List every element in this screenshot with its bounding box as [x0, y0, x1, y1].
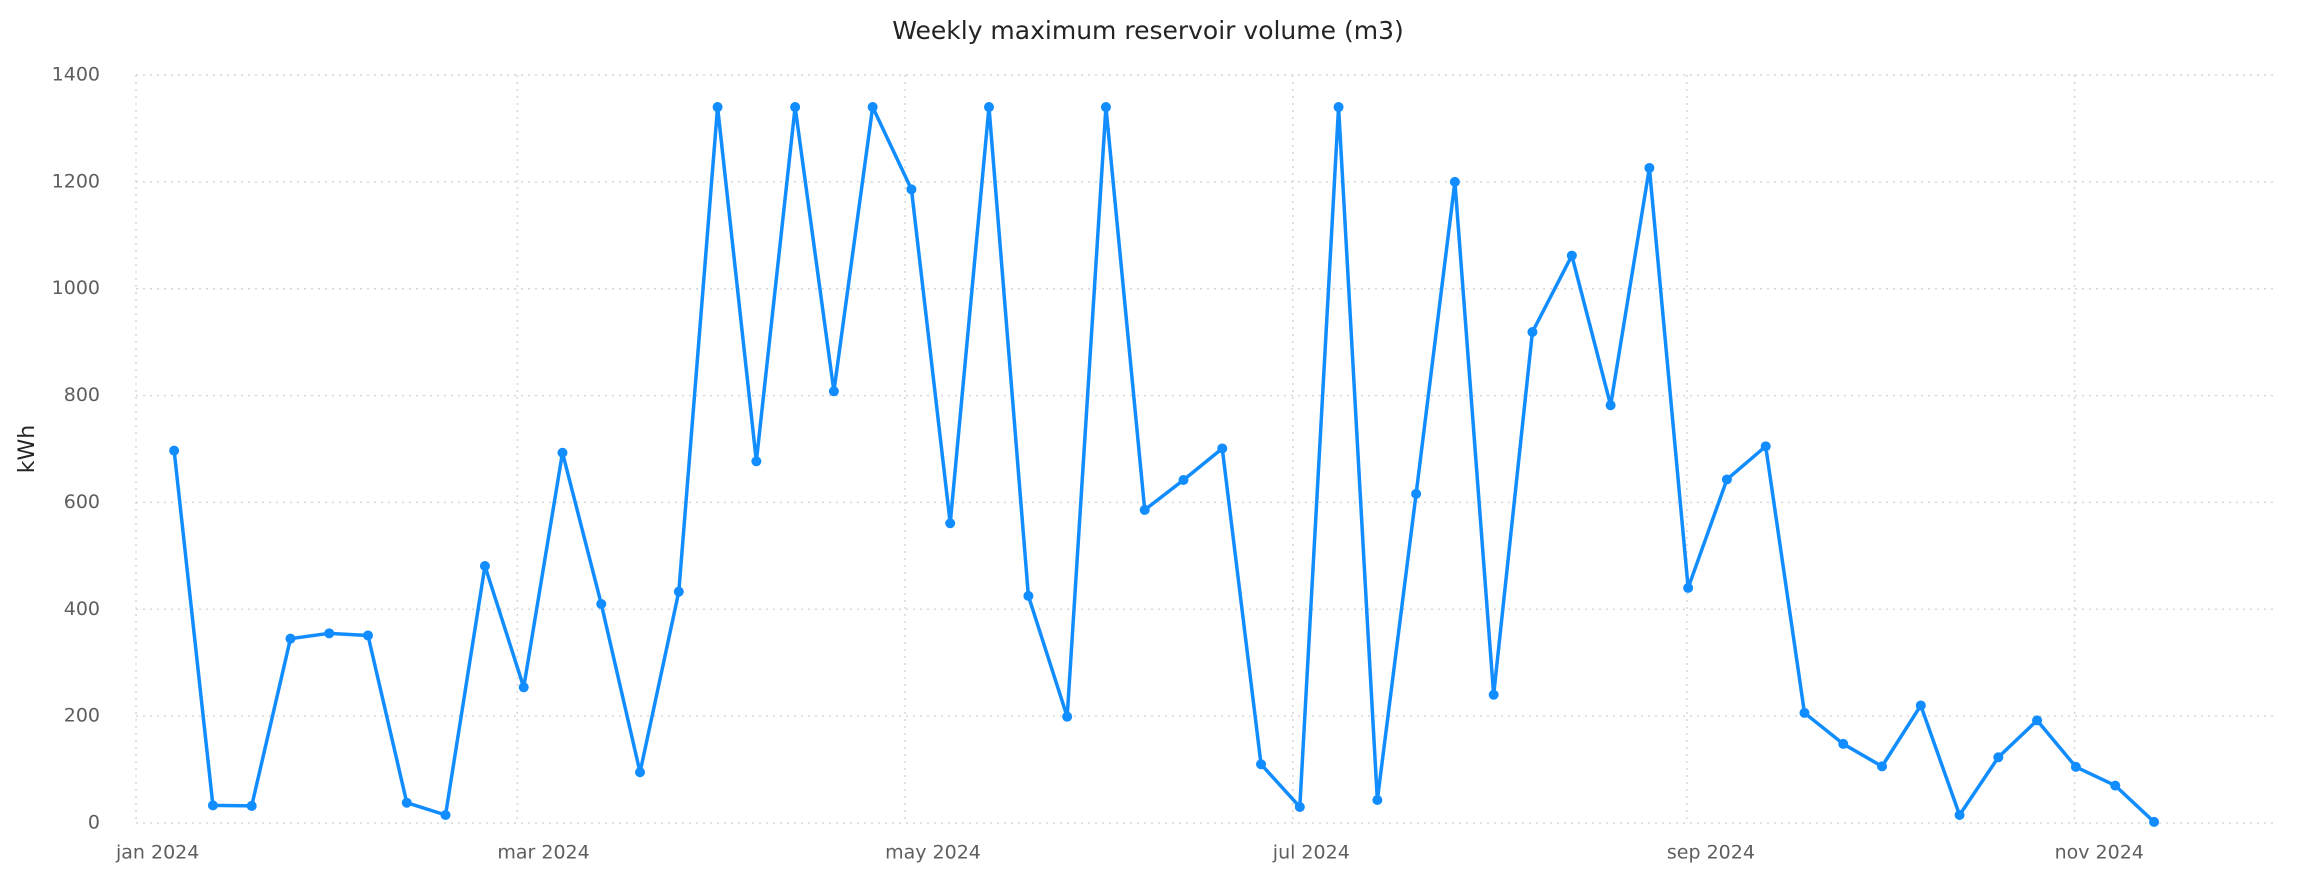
point: [1023, 590, 1034, 601]
y-tick-label: 800: [64, 384, 100, 406]
point: [945, 518, 956, 529]
point: [712, 102, 723, 113]
point: [324, 628, 335, 639]
point: [285, 633, 296, 644]
point: [828, 386, 839, 397]
point: [1954, 809, 1965, 820]
point: [1683, 582, 1694, 593]
y-tick-label: 600: [64, 491, 100, 513]
point: [1100, 102, 1111, 113]
y-tick-label: 200: [64, 705, 100, 727]
y-tick-label: 400: [64, 598, 100, 620]
x-tick-label: may 2024: [885, 842, 981, 864]
point: [1178, 474, 1189, 485]
point: [1877, 761, 1888, 772]
point: [1721, 474, 1732, 485]
point: [1372, 795, 1383, 806]
y-tick-label: 1000: [52, 277, 100, 299]
point: [596, 598, 607, 609]
point: [790, 102, 801, 113]
point: [673, 586, 684, 597]
point: [906, 184, 917, 195]
line: [172, 105, 2156, 824]
x-tick-label: nov 2024: [2055, 842, 2144, 864]
point: [2032, 715, 2043, 726]
point: [1256, 759, 1267, 770]
point: [983, 102, 994, 113]
point: [1139, 504, 1150, 515]
x-tick-label: jul 2024: [1272, 842, 1350, 864]
point: [1527, 326, 1538, 337]
point: [751, 456, 762, 467]
point: [1217, 443, 1228, 454]
point: [440, 809, 451, 820]
x-tick-label: sep 2024: [1667, 842, 1755, 864]
y-tick-label: 1200: [52, 170, 100, 192]
point: [1644, 162, 1655, 173]
point: [1605, 400, 1616, 411]
point: [557, 447, 568, 458]
point: [1915, 700, 1926, 711]
point: [1566, 250, 1577, 261]
point: [169, 445, 180, 456]
point: [479, 561, 490, 572]
point: [1062, 711, 1073, 722]
point: [1799, 707, 1810, 718]
chart-title: Weekly maximum reservoir volume (m3): [892, 16, 1403, 45]
point: [1760, 441, 1771, 452]
point: [2110, 780, 2121, 791]
y-tick-label: 1400: [52, 64, 100, 86]
y-tick-label: 0: [88, 812, 100, 834]
point: [1449, 176, 1460, 187]
point: [1838, 738, 1849, 749]
y-axis-label: kWh: [15, 425, 40, 473]
point: [867, 102, 878, 113]
point: [1411, 488, 1422, 499]
point: [1488, 689, 1499, 700]
point: [635, 767, 646, 778]
point: [2149, 816, 2160, 827]
point: [401, 797, 412, 808]
point: [207, 800, 218, 811]
point: [362, 630, 373, 641]
x-tick-label: jan 2024: [115, 842, 199, 864]
x-tick-label: mar 2024: [497, 842, 589, 864]
point: [1294, 801, 1305, 812]
point: [518, 682, 529, 693]
point: [246, 800, 257, 811]
point: [1993, 752, 2004, 763]
point: [2070, 761, 2081, 772]
point: [1333, 102, 1344, 113]
